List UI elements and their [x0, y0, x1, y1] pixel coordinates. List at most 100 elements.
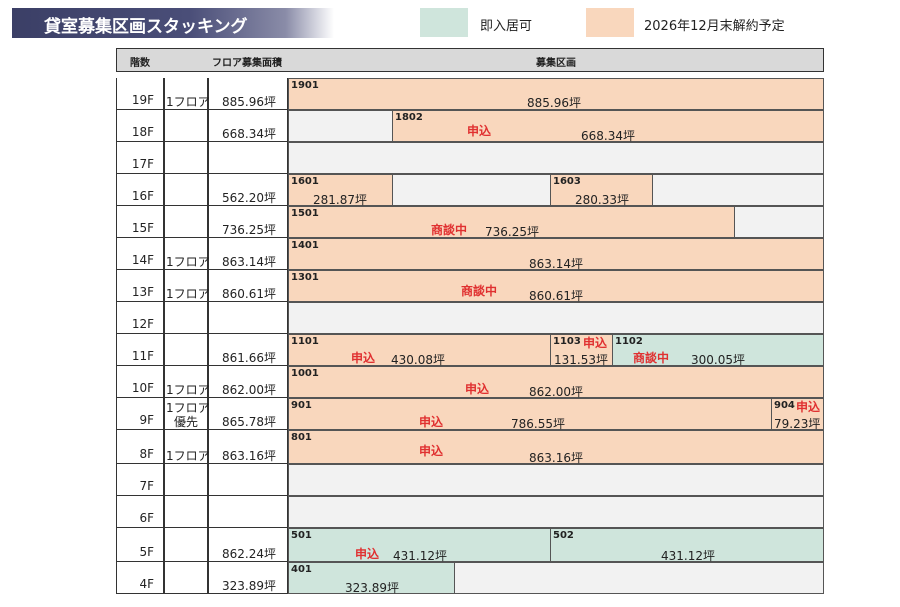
header-units: 募集区画: [536, 58, 576, 69]
unit-1603: 1603 280.33坪: [550, 174, 653, 207]
unit-number: 1001: [291, 368, 319, 379]
floor-cell: [116, 206, 164, 238]
floor-label: 6F: [139, 511, 154, 525]
floor-priority-label: 優先: [173, 415, 198, 429]
unit-number: 904: [774, 400, 795, 411]
empty-space: [288, 464, 824, 496]
floor-area-label: 323.89坪: [222, 579, 276, 593]
floor-label: 4F: [139, 577, 154, 591]
floor-label: 12F: [131, 317, 154, 331]
floor-area-cell: [208, 334, 288, 366]
unit-area: 885.96坪: [527, 96, 581, 110]
floor-area-cell: [208, 528, 288, 562]
floor-area-cell: [208, 562, 288, 594]
unit-number: 1601: [291, 176, 319, 187]
floor-cell: [116, 528, 164, 562]
unit-number: 1501: [291, 208, 319, 219]
status-badge: 申込: [796, 400, 821, 414]
floor-cell: [116, 496, 164, 528]
unit-number: 901: [291, 400, 312, 411]
floor-area-label: 862.24坪: [222, 547, 276, 561]
floor-label: 18F: [131, 125, 154, 139]
floor-label: 13F: [131, 285, 154, 299]
unit-501: 501 申込 431.12坪: [288, 528, 551, 563]
floor-label: 17F: [131, 157, 154, 171]
title-banner: 貸室募集区画スタッキング: [12, 8, 334, 38]
floor-type-label: 1フロア: [166, 287, 210, 301]
unit-1101: 1101 申込 430.08坪: [288, 334, 551, 367]
type-cell: [164, 366, 208, 398]
floor-area-cell: [208, 238, 288, 270]
unit-area: 430.08坪: [391, 353, 445, 367]
floor-cell: [116, 398, 164, 430]
unit-number: 1301: [291, 272, 319, 283]
unit-801: 801 申込 863.16坪: [288, 430, 824, 465]
type-cell: [164, 110, 208, 142]
unit-area: 300.05坪: [691, 353, 745, 367]
type-cell: [164, 496, 208, 528]
unit-area: 668.34坪: [581, 129, 635, 143]
unit-1601: 1601 281.87坪: [288, 174, 393, 207]
unit-number: 1103: [553, 336, 581, 347]
floor-cell: [116, 366, 164, 398]
floor-area-label: 860.61坪: [222, 287, 276, 301]
unit-1301: 1301 商談中 860.61坪: [288, 270, 824, 303]
unit-number: 1401: [291, 240, 319, 251]
status-badge: 商談中: [461, 284, 498, 298]
unit-904: 904 申込 79.23坪: [771, 398, 824, 431]
type-cell: [164, 174, 208, 206]
floor-label: 15F: [131, 221, 154, 235]
header-floor: 階数: [130, 58, 150, 69]
floor-cell: [116, 562, 164, 594]
type-cell: [164, 334, 208, 366]
unit-area: 736.25坪: [485, 225, 539, 239]
status-badge: 商談中: [431, 223, 468, 237]
floor-cell: [116, 464, 164, 496]
unit-area: 860.61坪: [529, 289, 583, 303]
empty-space: [454, 562, 824, 594]
floor-label: 8F: [139, 447, 154, 461]
floor-area-label: 562.20坪: [222, 191, 276, 205]
floor-label: 7F: [139, 479, 154, 493]
type-cell: [164, 464, 208, 496]
floor-area-cell: [208, 496, 288, 528]
floor-area-cell: [208, 174, 288, 206]
floor-area-label: 862.00坪: [222, 383, 276, 397]
floor-type-label: 1フロア: [166, 95, 210, 109]
floor-area-label: 861.66坪: [222, 351, 276, 365]
type-cell: [164, 270, 208, 302]
unit-area: 431.12坪: [661, 549, 715, 563]
unit-502: 502 431.12坪: [550, 528, 824, 563]
unit-401: 401 323.89坪: [288, 562, 455, 595]
floor-area-cell: [208, 302, 288, 334]
unit-number: 502: [553, 530, 574, 541]
floor-area-cell: [208, 78, 288, 110]
unit-area: 862.00坪: [529, 385, 583, 399]
type-cell: [164, 206, 208, 238]
type-cell: [164, 562, 208, 594]
unit-number: 1102: [615, 336, 643, 347]
legend-swatch-vacating: [586, 8, 634, 37]
unit-901: 901 申込 786.55坪: [288, 398, 772, 431]
floor-area-label: 865.78坪: [222, 415, 276, 429]
unit-number: 1101: [291, 336, 319, 347]
floor-area-cell: [208, 366, 288, 398]
floor-area-cell: [208, 270, 288, 302]
unit-area: 79.23坪: [774, 417, 821, 431]
floor-area-cell: [208, 430, 288, 464]
floor-cell: [116, 78, 164, 110]
floor-area-cell: [208, 206, 288, 238]
floor-area-label: 885.96坪: [222, 95, 276, 109]
floor-type-label: 1フロア: [166, 383, 210, 397]
unit-1802: 1802 申込 668.34坪: [392, 110, 824, 143]
legend-swatch-immediate: [420, 8, 468, 37]
floor-area-label: 863.14坪: [222, 255, 276, 269]
unit-area: 323.89坪: [345, 581, 399, 595]
type-cell: [164, 398, 208, 430]
status-badge: 申込: [583, 336, 608, 350]
table-header: [116, 48, 824, 72]
floor-cell: [116, 238, 164, 270]
type-cell: [164, 142, 208, 174]
floor-area-cell: [208, 398, 288, 430]
floor-label: 16F: [131, 189, 154, 203]
